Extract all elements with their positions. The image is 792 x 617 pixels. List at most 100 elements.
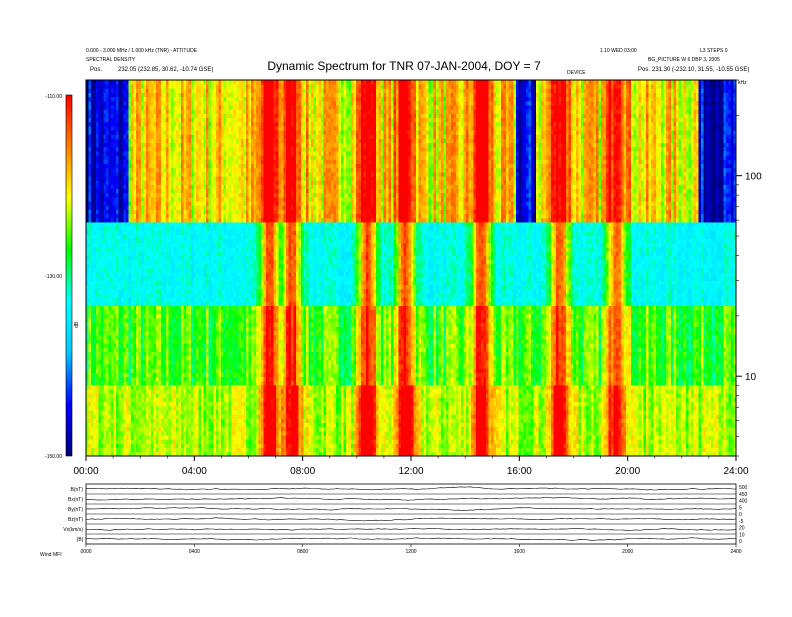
heatmap-cell <box>121 235 124 240</box>
heatmap-cell <box>206 385 209 390</box>
heatmap-cell <box>141 147 144 152</box>
heatmap-cell <box>146 268 149 273</box>
heatmap-cell <box>149 180 152 185</box>
heatmap-cell <box>169 80 172 85</box>
heatmap-cell <box>116 264 119 269</box>
heatmap-cell <box>184 402 187 407</box>
header-left-pos-value: 232.05 (232.85, 30.62, -10.74 GSE) <box>118 67 213 73</box>
heatmap-cell <box>129 431 132 436</box>
heatmap-cell <box>141 289 144 294</box>
heatmap-cell <box>169 176 172 181</box>
heatmap-cell <box>214 109 217 114</box>
heatmap-cell <box>169 281 172 286</box>
heatmap-cell <box>181 301 184 306</box>
heatmap-cell <box>181 289 184 294</box>
heatmap-cell <box>124 226 127 231</box>
heatmap-cell <box>99 431 102 436</box>
heatmap-cell <box>159 448 162 453</box>
heatmap-cell <box>96 260 99 265</box>
heatmap-cell <box>161 134 164 139</box>
heatmap-cell <box>154 260 157 265</box>
heatmap-cell <box>169 301 172 306</box>
heatmap-cell <box>154 285 157 290</box>
heatmap-cell <box>109 97 112 102</box>
heatmap-cell <box>206 443 209 448</box>
heatmap-cell <box>139 393 142 398</box>
heatmap-cell <box>184 184 187 189</box>
heatmap-cell <box>141 130 144 135</box>
heatmap-cell <box>146 418 149 423</box>
heatmap-cell <box>159 193 162 198</box>
heatmap-cell <box>116 109 119 114</box>
heatmap-cell <box>114 393 117 398</box>
heatmap-cell <box>156 130 159 135</box>
heatmap-cell <box>114 293 117 298</box>
heatmap-cell <box>129 235 132 240</box>
heatmap-cell <box>201 281 204 286</box>
heatmap-cell <box>164 138 167 143</box>
heatmap-cell <box>136 172 139 177</box>
heatmap-cell <box>146 368 149 373</box>
heatmap-cell <box>94 113 97 118</box>
heatmap-cell <box>121 272 124 277</box>
heatmap-cell <box>104 372 107 377</box>
heatmap-cell <box>114 301 117 306</box>
heatmap-cell <box>101 97 104 102</box>
heatmap-cell <box>191 310 194 315</box>
heatmap-cell <box>209 130 212 135</box>
heatmap-cell <box>156 306 159 311</box>
heatmap-cell <box>179 402 182 407</box>
heatmap-cell <box>96 84 99 89</box>
heatmap-cell <box>101 230 104 235</box>
heatmap-cell <box>194 418 197 423</box>
heatmap-cell <box>116 414 119 419</box>
heatmap-cell <box>169 260 172 265</box>
heatmap-cell <box>211 306 214 311</box>
heatmap-cell <box>181 109 184 114</box>
heatmap-cell <box>151 268 154 273</box>
heatmap-cell <box>219 385 222 390</box>
heatmap-cell <box>204 322 207 327</box>
heatmap-cell <box>209 402 212 407</box>
heatmap-cell <box>121 210 124 215</box>
heatmap-cell <box>194 109 197 114</box>
heatmap-cell <box>204 230 207 235</box>
heatmap-cell <box>159 239 162 244</box>
heatmap-cell <box>189 168 192 173</box>
heatmap-cell <box>209 118 212 123</box>
heatmap-cell <box>149 322 152 327</box>
heatmap-cell <box>99 230 102 235</box>
heatmap-cell <box>174 356 177 361</box>
heatmap-cell <box>159 372 162 377</box>
heatmap-cell <box>136 122 139 127</box>
heatmap-cell <box>196 138 199 143</box>
heatmap-cell <box>124 293 127 298</box>
heatmap-cell <box>156 247 159 252</box>
heatmap-cell <box>161 93 164 98</box>
heatmap-cell <box>181 385 184 390</box>
heatmap-cell <box>109 301 112 306</box>
heatmap-cell <box>149 264 152 269</box>
heatmap-cell <box>169 130 172 135</box>
heatmap-cell <box>216 385 219 390</box>
heatmap-cell <box>156 243 159 248</box>
heatmap-cell <box>166 147 169 152</box>
heatmap-cell <box>176 239 179 244</box>
heatmap-cell <box>124 155 127 160</box>
heatmap-cell <box>164 155 167 160</box>
heatmap-cell <box>171 210 174 215</box>
heatmap-cell <box>176 184 179 189</box>
heatmap-cell <box>214 155 217 160</box>
heatmap-cell <box>224 443 227 448</box>
heatmap-cell <box>149 377 152 382</box>
heatmap-cell <box>179 88 182 93</box>
heatmap-cell <box>169 264 172 269</box>
heatmap-cell <box>89 80 92 85</box>
heatmap-cell <box>121 230 124 235</box>
heatmap-cell <box>164 255 167 260</box>
heatmap-cell <box>151 414 154 419</box>
heatmap-cell <box>174 443 177 448</box>
heatmap-cell <box>154 423 157 428</box>
heatmap-cell <box>126 427 129 432</box>
heatmap-cell <box>169 101 172 106</box>
